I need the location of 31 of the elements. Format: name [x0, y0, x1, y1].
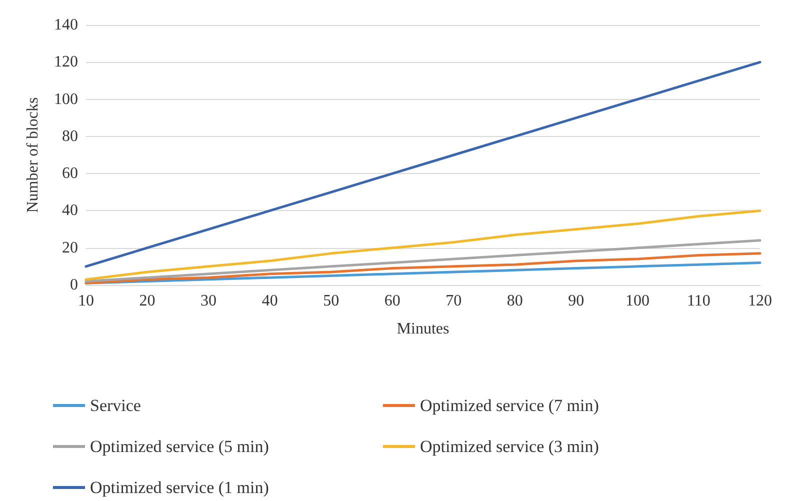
line-series	[84, 209, 762, 281]
x-tick-label: 110	[687, 292, 710, 310]
x-tick-label: 60	[384, 292, 400, 310]
x-tick-label: 70	[446, 292, 462, 310]
y-tick-label: 60	[62, 165, 78, 182]
legend-label: Optimized service (3 min)	[420, 437, 599, 456]
x-tick-label: 80	[506, 292, 523, 310]
x-tick-label: 90	[568, 292, 584, 310]
y-tick-label: 120	[54, 54, 78, 71]
line-series	[84, 60, 762, 268]
x-tick-label: 20	[139, 292, 156, 310]
y-tick-label: 40	[62, 202, 78, 220]
x-tick-label: 30	[200, 292, 217, 310]
y-tick-label: 0	[70, 276, 78, 294]
legend-label: Optimized service (5 min)	[90, 437, 269, 456]
y-tick-label: 20	[62, 239, 78, 256]
y-tick-label: 140	[54, 16, 78, 34]
legend-label: Optimized service (7 min)	[420, 396, 599, 415]
x-tick-label: 10	[78, 292, 94, 310]
y-axis-title: Number of blocks	[24, 97, 42, 213]
x-tick-label: 50	[323, 292, 340, 310]
y-tick-label: 100	[54, 90, 78, 108]
x-axis-title: Minutes	[396, 320, 450, 338]
line-series	[84, 239, 762, 283]
line-series	[84, 252, 762, 284]
y-tick-label: 80	[62, 128, 78, 145]
legend-label: Service	[90, 396, 141, 415]
legend-label: Optimized service (1 min)	[90, 478, 269, 497]
x-tick-label: 100	[625, 292, 650, 310]
x-tick-label: 120	[748, 292, 772, 310]
x-tick-label: 40	[262, 292, 278, 310]
